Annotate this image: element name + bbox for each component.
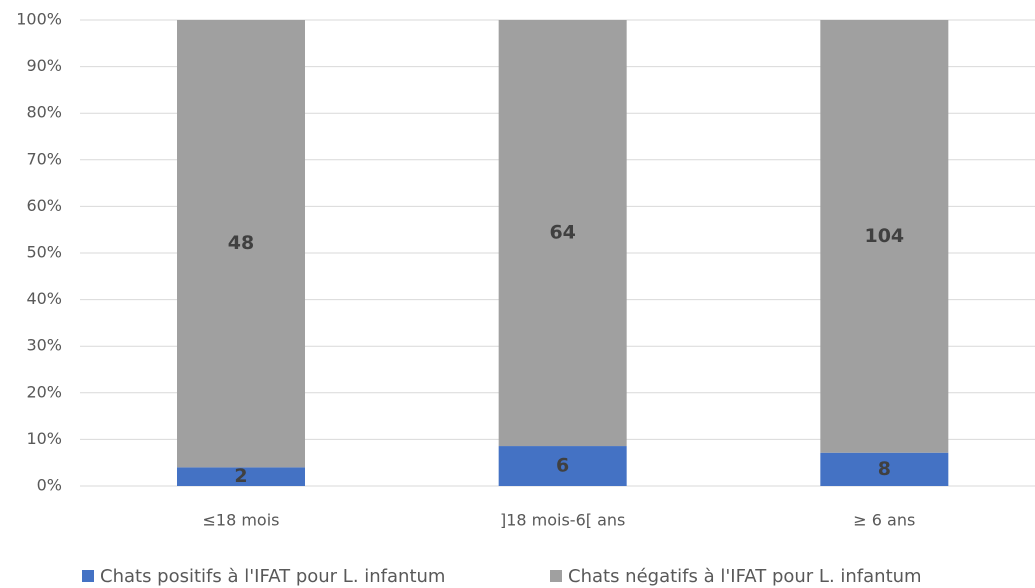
legend-label: Chats négatifs à l'IFAT pour L. infantum xyxy=(568,566,922,587)
bar-segment xyxy=(498,20,627,447)
legend-swatch xyxy=(550,570,562,582)
y-tick-label: 80% xyxy=(26,103,62,122)
x-tick-label: ≤18 mois xyxy=(202,511,279,530)
data-label: 64 xyxy=(549,222,575,244)
y-tick-label: 20% xyxy=(26,382,62,401)
y-tick-label: 70% xyxy=(26,149,62,168)
data-label: 104 xyxy=(864,225,904,247)
y-tick-label: 40% xyxy=(26,289,62,308)
bar-segment xyxy=(498,446,627,486)
data-label: 2 xyxy=(234,465,247,487)
y-tick-label: 60% xyxy=(26,196,62,215)
y-tick-label: 100% xyxy=(16,10,62,29)
bar-segment xyxy=(177,20,305,468)
data-label: 6 xyxy=(556,455,569,477)
y-tick-label: 10% xyxy=(26,429,62,448)
y-tick-label: 90% xyxy=(26,56,62,75)
bar-segment xyxy=(820,20,949,453)
x-tick-label: ]18 mois-6[ ans xyxy=(500,511,625,530)
legend-swatch xyxy=(82,570,94,582)
y-tick-label: 0% xyxy=(37,476,62,495)
x-tick-label: ≥ 6 ans xyxy=(853,511,915,530)
legend-label: Chats positifs à l'IFAT pour L. infantum xyxy=(100,566,445,587)
data-label: 48 xyxy=(228,232,254,254)
bar-segment xyxy=(820,452,949,486)
y-tick-label: 50% xyxy=(26,243,62,262)
bar-segment xyxy=(177,467,305,486)
y-tick-label: 30% xyxy=(26,336,62,355)
data-label: 8 xyxy=(878,458,891,480)
